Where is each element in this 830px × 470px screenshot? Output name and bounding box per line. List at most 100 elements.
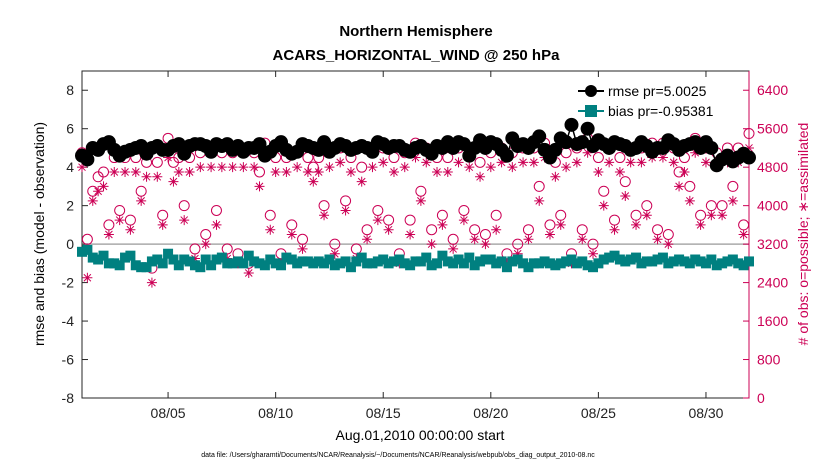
legend-rmse-label: rmse pr=5.0025 bbox=[608, 83, 707, 99]
bias-point bbox=[195, 262, 206, 273]
bias-point bbox=[501, 262, 512, 273]
assimilated-point bbox=[120, 166, 131, 177]
bias-point bbox=[518, 258, 529, 269]
assimilated-point bbox=[388, 166, 399, 177]
assimilated-point bbox=[227, 162, 238, 173]
bias-point bbox=[345, 262, 356, 273]
bias-point bbox=[82, 244, 93, 255]
assimilated-point bbox=[286, 229, 297, 240]
bias-point bbox=[77, 246, 87, 257]
bias-point bbox=[727, 254, 738, 265]
rmse-point bbox=[499, 148, 514, 163]
bias-point bbox=[157, 258, 168, 269]
assimilated-point bbox=[485, 162, 496, 173]
possible-point bbox=[598, 185, 610, 197]
assimilated-point bbox=[491, 224, 502, 235]
bias-point bbox=[523, 262, 534, 273]
assimilated-point bbox=[652, 234, 663, 245]
assimilated-point bbox=[426, 239, 437, 250]
chart-subtitle: ACARS_HORIZONTAL_WIND @ 250 hPa bbox=[273, 47, 561, 64]
assimilated-point bbox=[243, 267, 254, 278]
bias-point bbox=[674, 254, 685, 265]
possible-point bbox=[264, 209, 276, 221]
bias-point bbox=[120, 252, 131, 263]
y-tick-label: 0 bbox=[66, 236, 74, 252]
assimilated-point bbox=[399, 162, 410, 173]
assimilated-point bbox=[125, 224, 136, 235]
possible-point bbox=[356, 161, 368, 173]
assimilated-point bbox=[453, 157, 464, 168]
bias-point bbox=[415, 256, 426, 267]
y-right-tick-label: 5600 bbox=[757, 121, 788, 137]
bias-point bbox=[200, 254, 211, 265]
assimilated-point bbox=[130, 166, 141, 177]
assimilated-point bbox=[448, 243, 459, 254]
bias-point bbox=[512, 254, 523, 265]
possible-point bbox=[151, 156, 163, 168]
bias-point bbox=[109, 258, 120, 269]
bias-point bbox=[550, 260, 561, 271]
rmse-point bbox=[742, 150, 756, 165]
bias-point bbox=[534, 258, 545, 269]
bias-point bbox=[668, 256, 679, 267]
bias-point bbox=[394, 254, 405, 265]
bias-point bbox=[206, 260, 217, 271]
assimilated-point bbox=[507, 162, 518, 173]
assimilated-point bbox=[410, 152, 421, 163]
bias-point bbox=[582, 260, 593, 271]
bias-point bbox=[614, 254, 625, 265]
bias-point bbox=[652, 254, 663, 265]
possible-point bbox=[98, 166, 110, 178]
assimilated-point bbox=[265, 224, 276, 235]
assimilated-point bbox=[324, 162, 335, 173]
assimilated-point bbox=[609, 224, 620, 235]
bias-point bbox=[657, 252, 668, 263]
possible-point bbox=[426, 224, 438, 236]
bias-point bbox=[598, 254, 609, 265]
legend: rmse pr=5.0025 bias pr=-0.95381 bbox=[578, 83, 714, 119]
bias-point bbox=[577, 256, 588, 267]
assimilated-point bbox=[518, 157, 529, 168]
assimilated-point bbox=[383, 224, 394, 235]
bias-point bbox=[136, 262, 147, 273]
bias-point bbox=[480, 254, 491, 265]
assimilated-point bbox=[625, 157, 636, 168]
assimilated-point bbox=[717, 210, 728, 221]
y-tick-label: -4 bbox=[62, 313, 75, 329]
bias-point bbox=[227, 258, 238, 269]
y-tick-label: -2 bbox=[62, 275, 75, 291]
bias-point bbox=[588, 262, 599, 273]
series-bias bbox=[77, 244, 754, 273]
bias-point bbox=[679, 256, 690, 267]
assimilated-point bbox=[727, 195, 738, 206]
assimilated-point bbox=[313, 166, 324, 177]
x-tick-label: 08/05 bbox=[151, 405, 186, 421]
assimilated-point bbox=[200, 239, 211, 250]
assimilated-point bbox=[238, 162, 249, 173]
bias-point bbox=[507, 256, 518, 267]
y-right-axis-label: # of obs: o=possible; ∗=assimilated bbox=[795, 123, 811, 346]
assimilated-point bbox=[281, 166, 292, 177]
assimilated-point bbox=[458, 215, 469, 226]
bias-point bbox=[276, 260, 287, 271]
assimilated-point bbox=[496, 157, 507, 168]
assimilated-point bbox=[464, 162, 475, 173]
y-right-tick-label: 4800 bbox=[757, 159, 788, 175]
assimilated-point bbox=[550, 171, 561, 182]
rmse-point bbox=[575, 135, 590, 150]
assimilated-point bbox=[437, 219, 448, 230]
assimilated-point bbox=[184, 166, 195, 177]
bias-point bbox=[717, 258, 728, 269]
assimilated-point bbox=[335, 157, 346, 168]
assimilated-point bbox=[577, 234, 588, 245]
bias-point bbox=[98, 250, 109, 261]
assimilated-point bbox=[512, 248, 523, 259]
bias-point bbox=[453, 254, 464, 265]
bias-point bbox=[335, 258, 346, 269]
bias-point bbox=[448, 258, 459, 269]
bias-point bbox=[475, 256, 486, 267]
possible-point bbox=[178, 200, 190, 212]
bias-point bbox=[383, 258, 394, 269]
bias-point bbox=[432, 258, 443, 269]
assimilated-point bbox=[297, 243, 308, 254]
